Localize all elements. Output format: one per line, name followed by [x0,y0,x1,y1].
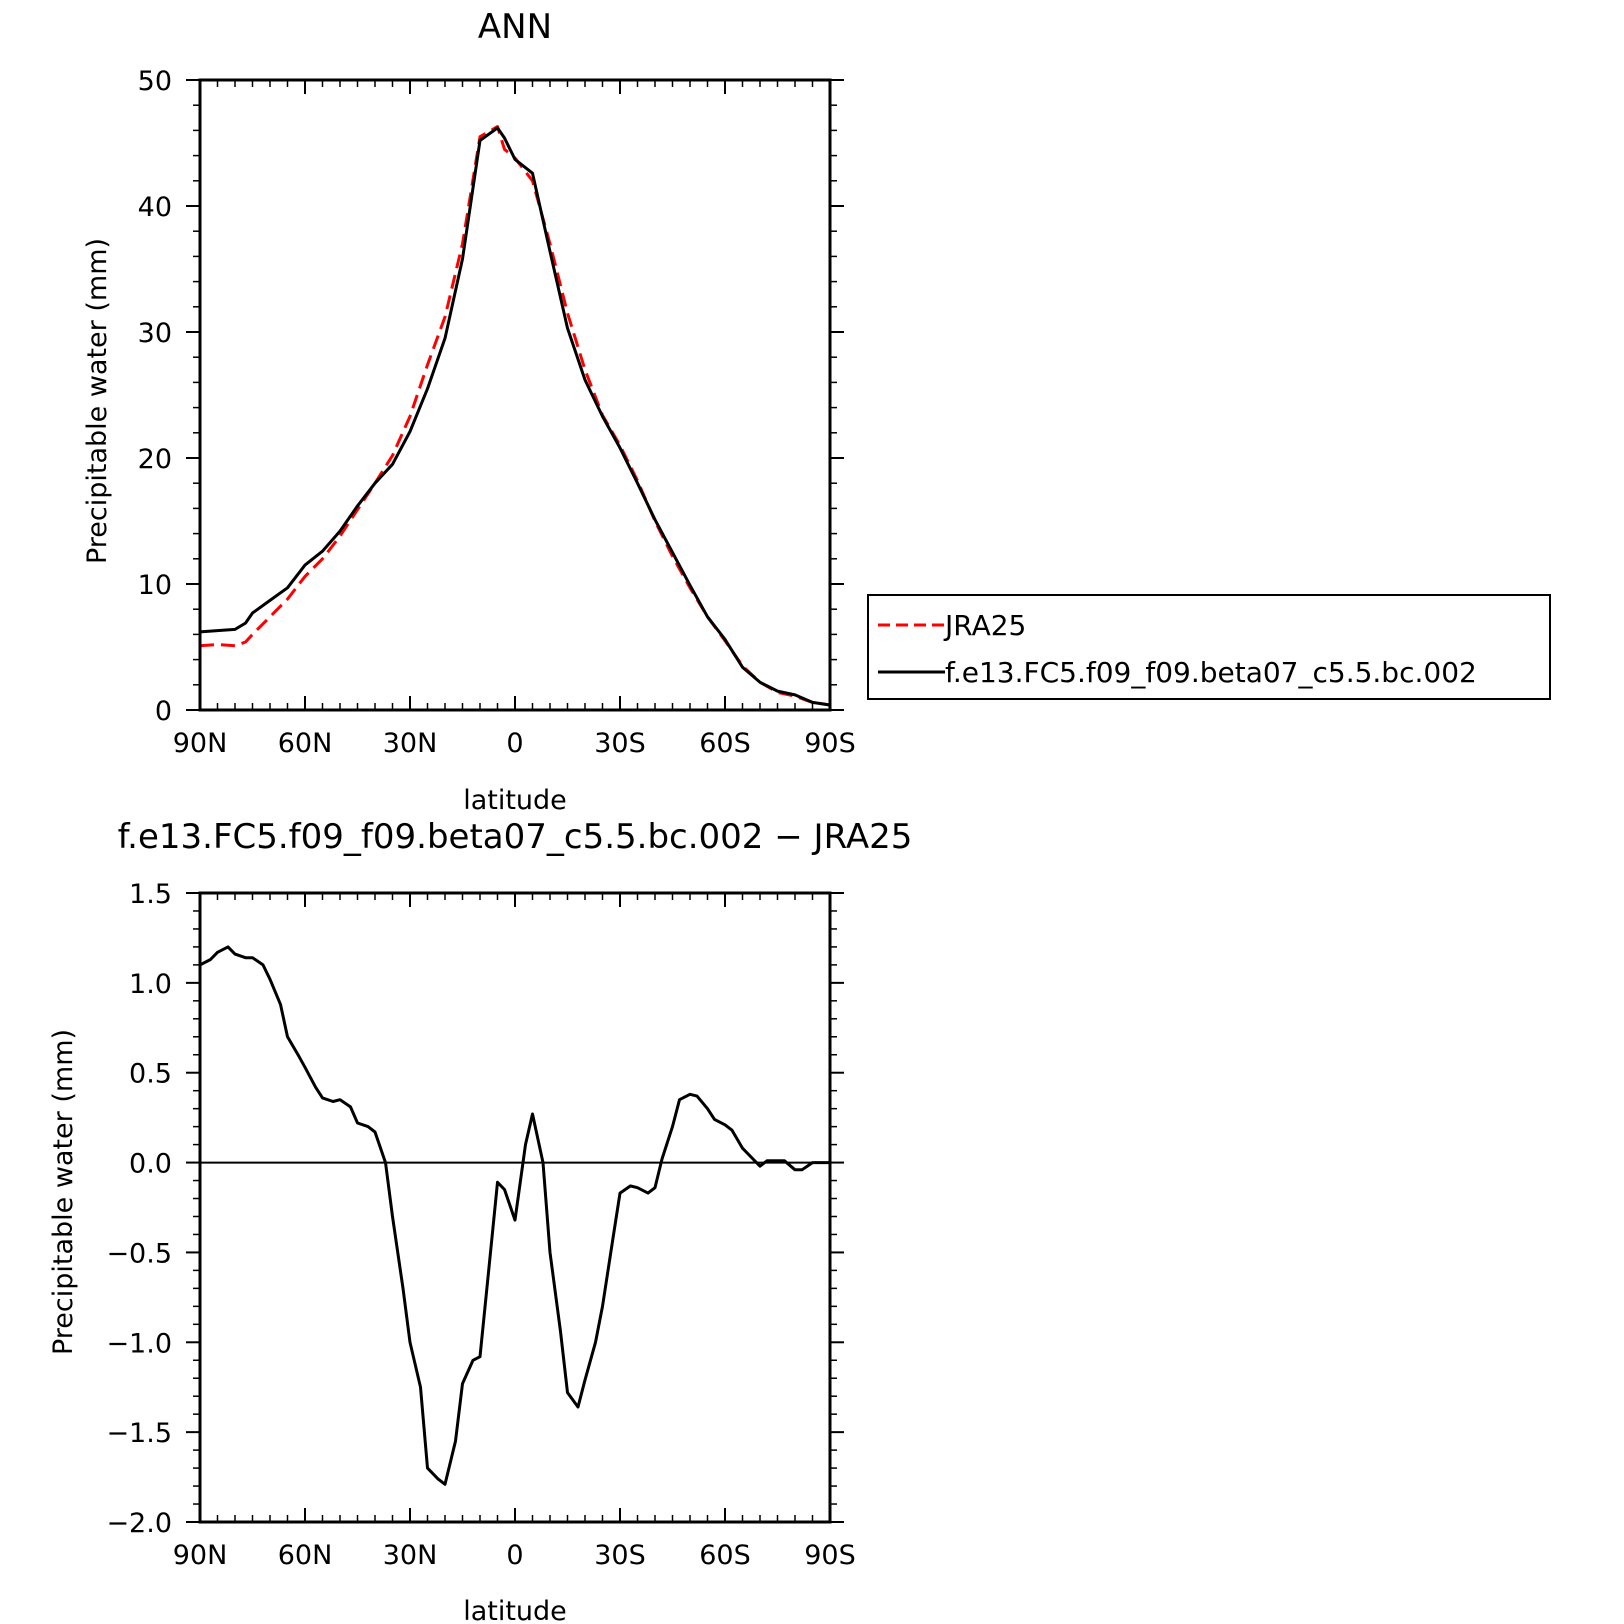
y-tick-label: 20 [138,444,172,475]
y-tick-label: 10 [138,570,172,601]
x-tick-label: 30S [594,1540,646,1571]
x-tick-label: 60N [278,728,333,759]
top-chart-xlabel: latitude [463,785,567,816]
y-tick-label: −1.5 [106,1418,172,1449]
top-chart-ylabel: Precipitable water (mm) [82,238,113,564]
top-chart-frame [198,78,832,712]
bottom-chart-series [199,945,830,1486]
bottom-chart-title: f.e13.FC5.f09_f09.beta07_c5.5.bc.002 − J… [118,817,913,857]
x-tick-label: 30S [594,728,646,759]
x-tick-label: 0 [506,1540,523,1571]
y-tick-label: 30 [138,318,172,349]
x-tick-label: 90N [173,1540,228,1571]
x-tick-label: 90N [173,728,228,759]
y-tick-label: 0 [155,696,172,727]
legend-label-model: f.e13.FC5.f09_f09.beta07_c5.5.bc.002 [945,656,1477,689]
x-tick-label: 90S [804,1540,856,1571]
x-tick-label: 60S [699,1540,751,1571]
x-tick-label: 60S [699,728,751,759]
y-tick-label: 1.5 [129,879,172,910]
bottom-chart-frame [198,891,832,1524]
legend-box [867,594,1551,700]
legend: JRA25 f.e13.FC5.f09_f09.beta07_c5.5.bc.0… [867,594,1551,700]
x-tick-label: 30N [383,728,438,759]
series-line-difference [199,945,830,1486]
top-chart-title: ANN [478,7,552,47]
x-tick-label: 0 [506,728,523,759]
y-tick-label: 1.0 [129,969,172,1000]
y-tick-label: 40 [138,192,172,223]
top-chart-series [199,125,831,707]
top-chart-ticks: 90N 60N 30N 0 30S 60S 90S 0 10 20 30 40 50 [138,66,856,759]
top-chart-panel: ANN Precipitable water (mm) latitude 90N… [82,7,856,816]
series-line-jra25 [199,125,831,707]
series-line-f-e13-fc5-f09-f09-beta07-c5-5-bc-002 [199,126,831,707]
bottom-chart-ylabel: Precipitable water (mm) [48,1029,79,1355]
bottom-chart-ticks: 90N 60N 30N 0 30S 60S 90S 1.5 1.0 0.5 0.0 −0.5 −1.0 −… [106,879,855,1571]
x-tick-label: 30N [383,1540,438,1571]
legend-label-jra25: JRA25 [943,609,1026,642]
y-tick-label: −2.0 [106,1508,172,1539]
y-tick-label: 50 [138,66,172,97]
x-tick-label: 60N [278,1540,333,1571]
y-tick-label: −0.5 [106,1238,172,1269]
bottom-chart-panel: f.e13.FC5.f09_f09.beta07_c5.5.bc.002 − J… [48,817,912,1624]
y-tick-label: 0.5 [129,1059,172,1090]
bottom-chart-xlabel: latitude [463,1596,567,1624]
y-tick-label: 0.0 [129,1149,172,1180]
x-tick-label: 90S [804,728,856,759]
y-tick-label: −1.0 [106,1328,172,1359]
